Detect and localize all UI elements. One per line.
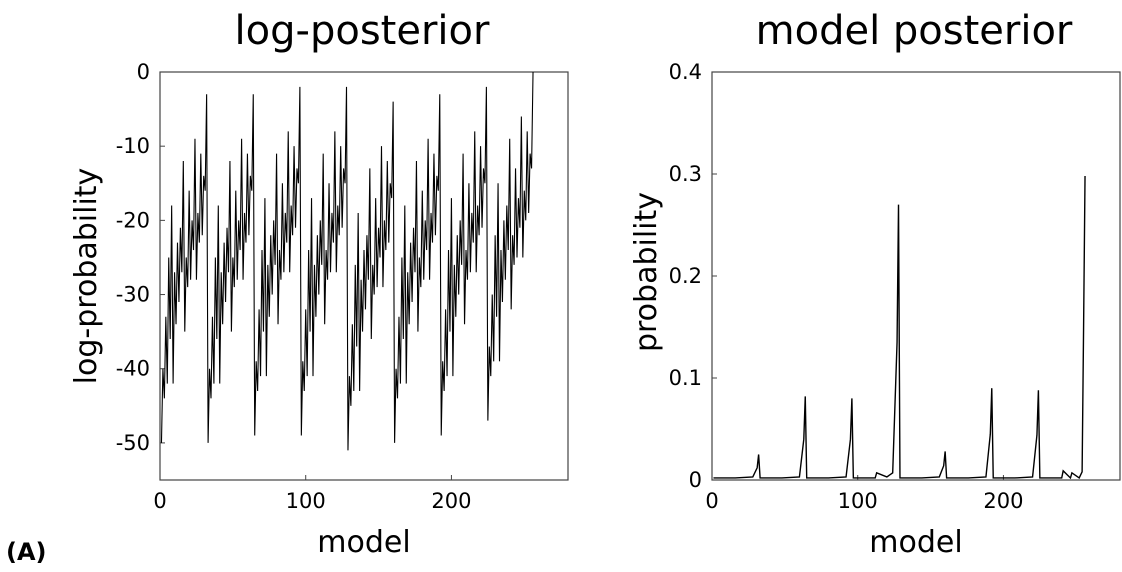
y-tick-label: 0.1: [669, 366, 702, 390]
panel-label: (A): [6, 538, 47, 566]
y-tick-label: 0.3: [669, 162, 702, 186]
x-axis-label-right: model: [869, 525, 962, 560]
chart-title-left: log-posterior: [235, 8, 490, 54]
y-tick-label: 0.4: [669, 60, 702, 84]
y-tick-label: 0.2: [669, 264, 702, 288]
plot-frame-right: [711, 71, 1121, 481]
data-line-right: [713, 176, 1086, 480]
chart-title-right: model posterior: [756, 8, 1073, 54]
x-tick-label: 0: [705, 489, 718, 513]
ticks-right: 0 100 200 0 0.1 0.2 0.3 0.4: [669, 60, 1024, 513]
chart-log-posterior: log-posterior 0 100 200 0 -10 -20 -30 -40 -50 mo…: [69, 8, 569, 560]
y-tick-label: 0: [689, 468, 702, 492]
y-tick-label: -20: [116, 208, 150, 232]
y-axis-label-right: probability: [629, 192, 664, 352]
x-axis-label-left: model: [317, 525, 410, 560]
chart-model-posterior: model posterior 0 100 200 0 0.1 0.2 0.3 0.4 mod…: [629, 8, 1121, 560]
x-tick-label: 100: [838, 489, 878, 513]
y-tick-label: -40: [116, 357, 150, 381]
y-tick-label: -30: [116, 283, 150, 307]
x-tick-label: 200: [431, 489, 471, 513]
y-tick-label: -50: [116, 431, 150, 455]
y-tick-label: -10: [116, 134, 150, 158]
plot-frame-left: [159, 71, 569, 481]
x-tick-label: 0: [153, 489, 166, 513]
ticks-left: 0 100 200 0 -10 -20 -30 -40 -50: [116, 60, 472, 513]
x-tick-label: 200: [983, 489, 1023, 513]
y-axis-label-left: log-probability: [69, 168, 104, 385]
y-tick-label: 0: [137, 60, 150, 84]
data-line-left: [160, 71, 534, 451]
x-tick-label: 100: [286, 489, 326, 513]
